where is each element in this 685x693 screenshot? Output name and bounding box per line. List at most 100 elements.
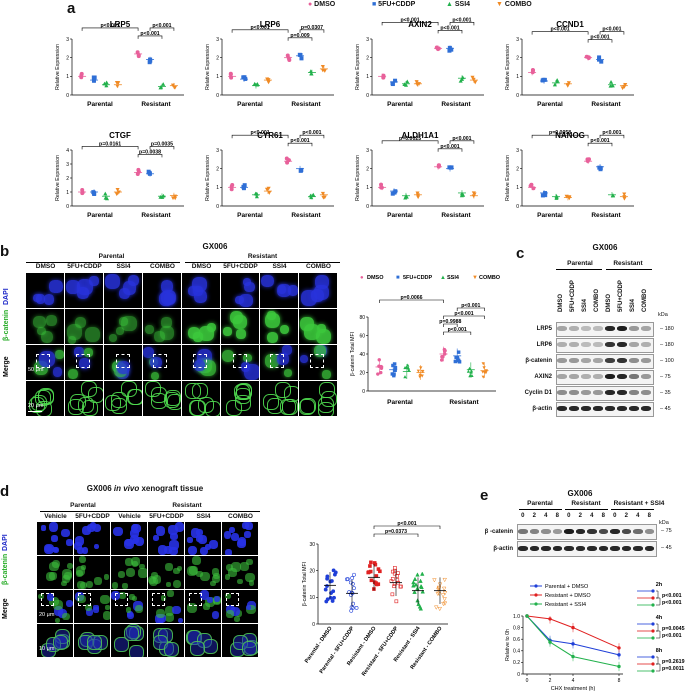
data-point (440, 593, 446, 598)
cell (299, 354, 308, 363)
panel-b-chart: ● DMSO ■ 5FU+CDDP ▲ SSI4 ▼ COMBO β-catenin Total… (350, 275, 501, 406)
data-point (418, 375, 422, 379)
panel-b-column-label: COMBO (306, 263, 331, 270)
data-point (170, 83, 176, 88)
cell (148, 576, 159, 587)
data-point (254, 194, 259, 199)
blot-band (541, 529, 551, 534)
cell-outline (81, 400, 98, 416)
blot-band (629, 326, 639, 331)
data-point (348, 580, 353, 585)
kda-header: kDa (659, 520, 669, 526)
p-bracket (456, 307, 485, 311)
y-tick-label: 0 (366, 204, 369, 210)
y-tick-label: 40 (359, 352, 365, 358)
data-point (531, 186, 536, 191)
cell (125, 557, 134, 566)
data-point (352, 586, 356, 591)
data-point (398, 584, 403, 589)
cell (211, 575, 220, 584)
y-tick-label: 0 (216, 93, 219, 99)
p-value-label: p=0.0066 (400, 295, 422, 301)
cell (177, 617, 184, 623)
panel-d-micrograph (222, 624, 258, 657)
data-point (471, 77, 476, 82)
panel-c-lane-label: DMSO (558, 294, 564, 312)
data-point (325, 597, 330, 602)
cell-outline (150, 386, 167, 403)
data-point (470, 75, 475, 80)
cell (77, 287, 89, 299)
cell (65, 600, 73, 608)
data-point (473, 80, 478, 85)
p-bracket (137, 154, 163, 158)
data-point (115, 84, 120, 89)
data-point (541, 77, 546, 82)
data-point (567, 195, 572, 200)
y-tick-label: 0 (66, 204, 69, 210)
p-bracket (379, 299, 444, 303)
cell (172, 606, 181, 615)
data-point (597, 55, 602, 60)
cell-outline (189, 641, 205, 657)
cell (237, 537, 247, 546)
panel-b-column-label: SSI4 (116, 263, 131, 270)
panel-d-group-parental: Parental (70, 502, 96, 509)
data-point (415, 598, 420, 603)
blot-band (581, 406, 591, 411)
data-point (378, 569, 382, 574)
blot-band (617, 358, 627, 363)
cell (82, 526, 92, 536)
cell (74, 316, 87, 328)
p-bracket (449, 22, 475, 26)
zoom-box (36, 354, 50, 368)
panel-label-a: a (67, 0, 76, 17)
group-label: Resistant (591, 101, 621, 108)
panel-b-column-label: COMBO (150, 263, 175, 270)
data-point (351, 606, 355, 610)
legend-a-marker: ▲ (446, 1, 453, 8)
panel-b-micrograph (143, 345, 181, 380)
blot-band (641, 326, 651, 331)
chart-title: CTGF (109, 131, 131, 140)
cell-outline (29, 397, 46, 414)
cell (237, 578, 243, 585)
blot-band (610, 546, 620, 551)
stat-p-value: p<0.001 (662, 593, 682, 599)
panel-d-scalebar-20: 20 μm (39, 612, 55, 618)
cell (207, 596, 214, 603)
cell (46, 593, 55, 601)
zoom-box (116, 354, 130, 368)
cell (246, 604, 257, 615)
panel-d-group-resistant: Resistant (172, 502, 202, 509)
cell (230, 532, 240, 541)
y-tick-label: 2 (216, 166, 219, 172)
cell (79, 582, 87, 589)
cell (169, 540, 180, 550)
blot-band (593, 342, 603, 347)
cell (35, 294, 46, 304)
y-tick-label: 0 (517, 672, 520, 678)
underline (556, 269, 602, 270)
data-point (416, 195, 421, 200)
cell (196, 571, 203, 578)
stat-time-label: 4h (656, 615, 663, 621)
panel-label-c: c (516, 245, 525, 262)
p-bracket (231, 134, 289, 139)
panel-c-lane-label: SSI4 (582, 298, 588, 312)
blot-band (621, 529, 631, 534)
y-tick-label: 60 (359, 333, 365, 339)
panel-c-kda: – 180 (660, 326, 674, 332)
cell (172, 579, 182, 589)
x-tick-label: 0 (526, 678, 529, 684)
data-point (418, 373, 422, 377)
data-point (322, 69, 327, 73)
data-point (404, 193, 409, 198)
panel-b-micrograph (260, 309, 298, 344)
y-tick-label: 1 (366, 74, 369, 80)
panel-b-micrograph (182, 273, 220, 308)
data-point (620, 86, 625, 91)
data-point (415, 586, 420, 591)
data-point (421, 370, 425, 374)
cell (145, 324, 155, 335)
